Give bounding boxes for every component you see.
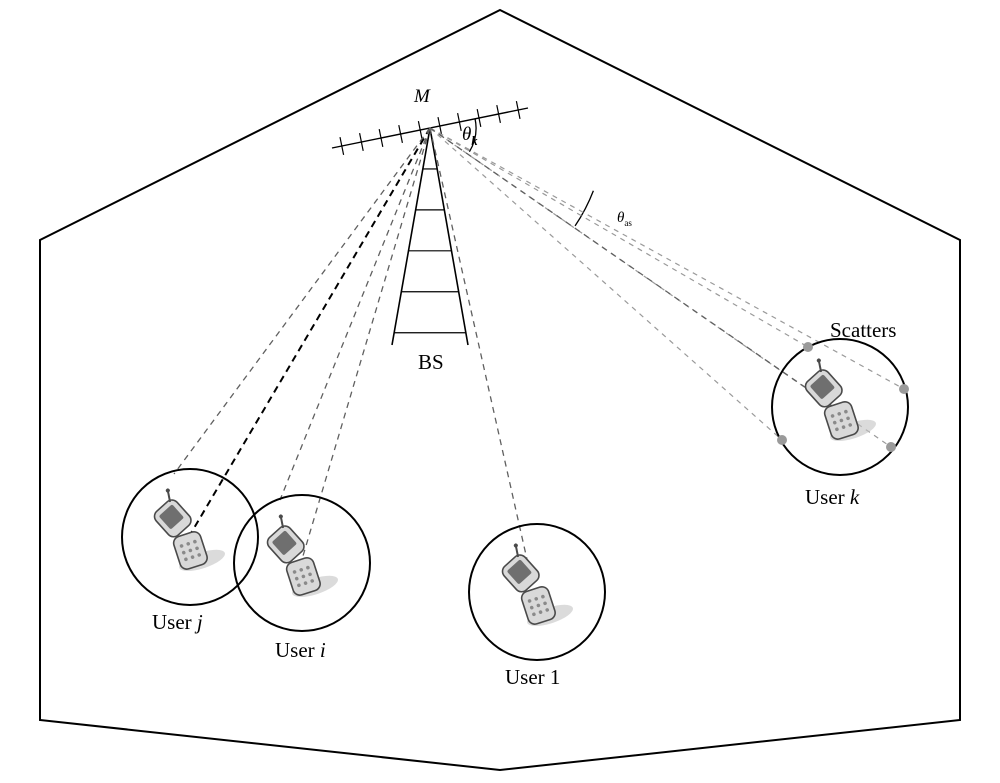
ray [300,128,430,566]
phone-icon [254,503,340,606]
user_i [234,128,430,631]
angle-arc [575,191,593,226]
scatter-ray [430,128,808,347]
diagram-stage: M BS θk θas User j User i User 1 User k Scatters [0,0,1000,783]
label-user_i: User i [275,638,326,663]
ray [430,128,535,595]
label-theta-as: θas [617,210,632,228]
phone-icon [489,532,575,635]
label-bs: BS [418,350,444,375]
label-scatters: Scatters [830,318,896,343]
label-theta-k: θk [462,124,478,149]
label-user_1: User 1 [505,665,560,690]
diagram-svg [0,0,1000,783]
scatter-ray [430,128,904,389]
user_1 [430,128,605,660]
scatter-ray [430,128,782,440]
phone-icon [792,347,878,450]
scatter-dot [899,384,909,394]
user_k [430,128,909,475]
ray [174,128,430,474]
scatter-dot [886,442,896,452]
label-M: M [414,86,430,108]
ray [280,128,430,500]
scatter-dot [777,435,787,445]
label-user_j: User j [152,610,203,635]
label-user_k: User k [805,485,859,510]
scatter-dot [803,342,813,352]
base-station [392,128,468,345]
